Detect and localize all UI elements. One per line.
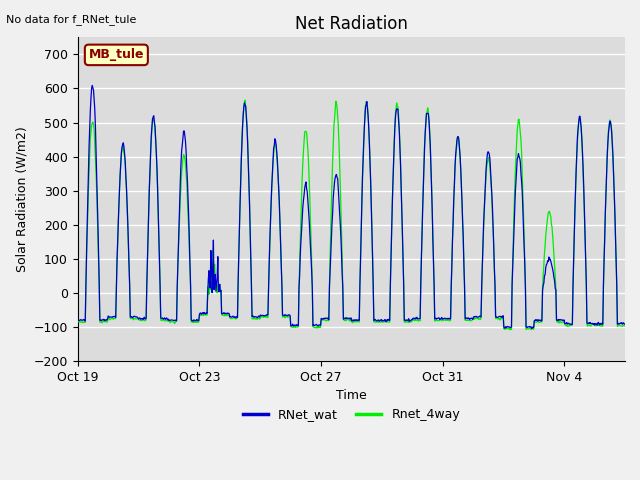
RNet_wat <box>385 317 392 323</box>
RNet_wat <box>273 159 281 165</box>
RNet_wat <box>203 311 211 316</box>
Text: MB_tule: MB_tule <box>88 48 144 61</box>
Rnet_4way <box>385 319 392 325</box>
Rnet_4way <box>273 162 281 168</box>
RNet_wat <box>528 326 536 332</box>
Rnet_4way <box>203 312 211 318</box>
Line: RNet_wat: RNet_wat <box>77 85 625 329</box>
Legend: RNet_wat, Rnet_4way: RNet_wat, Rnet_4way <box>237 403 465 426</box>
Rnet_4way <box>517 138 525 144</box>
RNet_wat <box>74 318 81 324</box>
RNet_wat <box>303 186 310 192</box>
Rnet_4way <box>241 97 249 103</box>
Title: Net Radiation: Net Radiation <box>295 15 408 33</box>
Rnet_4way <box>621 323 629 329</box>
Line: Rnet_4way: Rnet_4way <box>77 100 625 330</box>
Y-axis label: Solar Radiation (W/m2): Solar Radiation (W/m2) <box>15 126 28 272</box>
RNet_wat <box>621 321 629 327</box>
Rnet_4way <box>93 213 101 218</box>
RNet_wat <box>516 159 524 165</box>
RNet_wat <box>88 83 96 88</box>
Rnet_4way <box>303 130 310 135</box>
Text: No data for f_RNet_tule: No data for f_RNet_tule <box>6 14 137 25</box>
Rnet_4way <box>507 327 515 333</box>
Rnet_4way <box>74 319 81 325</box>
RNet_wat <box>94 223 102 228</box>
X-axis label: Time: Time <box>336 389 367 402</box>
